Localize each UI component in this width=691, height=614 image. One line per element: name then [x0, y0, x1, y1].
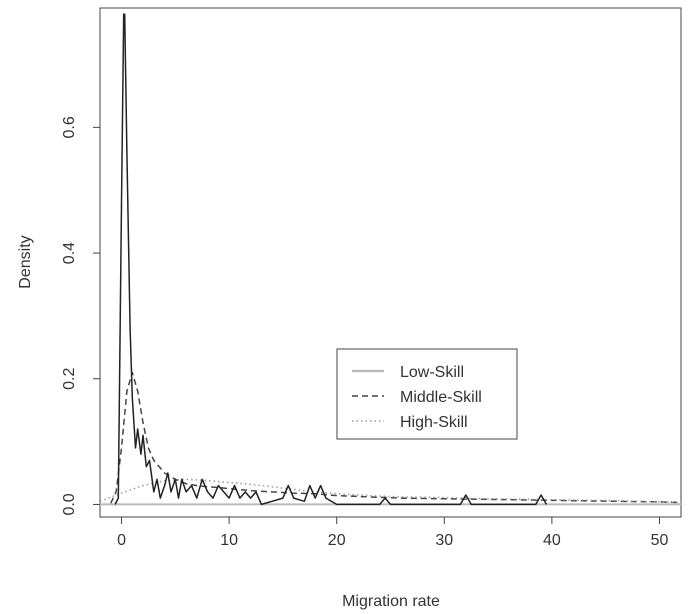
- series-line-middle-skill: [110, 371, 681, 504]
- y-tick-label: 0.6: [61, 116, 78, 138]
- series-line-unlabeled-3: [114, 13, 548, 506]
- x-tick-label: 40: [543, 532, 561, 549]
- legend-box: [336, 348, 518, 440]
- x-tick-label: 0: [117, 532, 126, 549]
- plot-frame: [99, 7, 682, 518]
- x-axis-label: Migration rate: [342, 593, 440, 610]
- y-tick-label: 0.0: [61, 493, 78, 515]
- x-tick-label: 10: [220, 532, 238, 549]
- y-tick-label: 0.4: [61, 242, 78, 264]
- x-tick-label: 20: [328, 532, 346, 549]
- y-tick-label: 0.2: [61, 368, 78, 390]
- y-axis: 0.0 0.2 0.4 0.6: [61, 116, 100, 516]
- series-layer: [100, 13, 681, 506]
- x-tick-label: 50: [651, 532, 669, 549]
- legend: Low-Skill Middle-Skill High-Skill: [336, 348, 518, 440]
- legend-label-middle-skill: Middle-Skill: [400, 389, 482, 406]
- x-tick-label: 30: [435, 532, 453, 549]
- legend-label-high-skill: High-Skill: [400, 414, 468, 431]
- legend-label-low-skill: Low-Skill: [400, 364, 464, 381]
- y-axis-label: Density: [17, 235, 34, 288]
- x-axis: 0 10 20 30 40 50: [117, 517, 668, 549]
